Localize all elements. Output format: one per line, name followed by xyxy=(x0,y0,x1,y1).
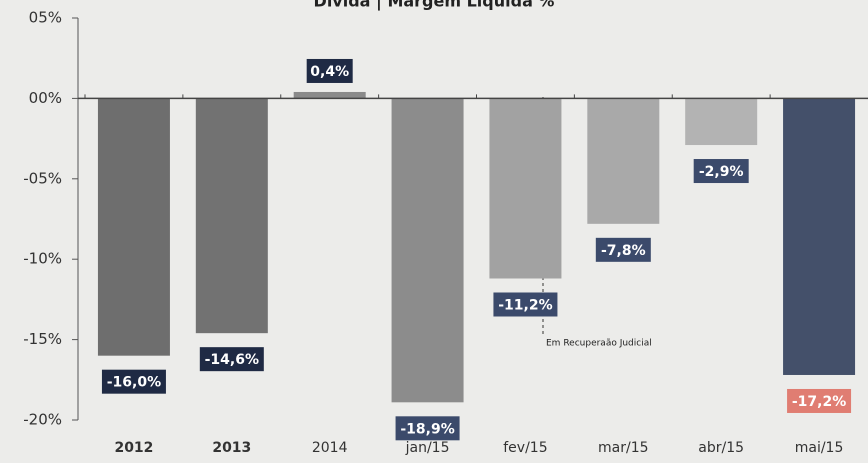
bar xyxy=(391,98,464,403)
y-tick-label: -10% xyxy=(23,250,62,268)
bar xyxy=(489,98,562,279)
data-label: 0,4% xyxy=(310,64,349,80)
data-label: -17,2% xyxy=(792,394,846,410)
data-label-box xyxy=(199,347,264,372)
data-label-box xyxy=(395,416,460,441)
bar xyxy=(293,91,366,99)
data-label-box xyxy=(306,58,353,83)
data-label: -7,8% xyxy=(601,243,646,259)
data-label: -18,9% xyxy=(400,421,454,437)
bar xyxy=(587,98,660,224)
y-tick-label: -20% xyxy=(23,411,62,429)
data-label: -16,0% xyxy=(107,375,161,391)
x-tick-label: 2013 xyxy=(212,440,251,456)
data-label: -14,6% xyxy=(205,352,259,368)
annotation: Em Recuperaão Judicial xyxy=(546,339,652,349)
data-label-box xyxy=(493,292,558,317)
x-tick-label: jan/15 xyxy=(405,440,450,456)
chart-title: Dívida | Margem Líquida % xyxy=(314,0,555,12)
bar xyxy=(685,98,758,146)
y-tick-label: 05% xyxy=(29,9,62,27)
y-tick-label: -05% xyxy=(23,169,62,187)
data-label: -2,9% xyxy=(699,164,744,180)
data-label-box xyxy=(693,159,749,184)
x-tick-label: mai/15 xyxy=(795,440,844,456)
data-label-box xyxy=(787,388,852,413)
y-tick-label: -15% xyxy=(23,330,62,348)
x-tick-label: 2014 xyxy=(312,440,348,456)
x-tick-label: fev/15 xyxy=(503,440,547,456)
bar xyxy=(195,98,268,334)
data-label-box xyxy=(595,237,651,262)
data-label-box xyxy=(101,369,166,394)
data-label: -11,2% xyxy=(498,297,552,313)
x-tick-label: abr/15 xyxy=(698,440,744,456)
y-tick-label: 00% xyxy=(29,89,62,107)
x-tick-label: 2012 xyxy=(114,440,153,456)
bar xyxy=(783,98,856,375)
x-tick-label: mar/15 xyxy=(598,440,649,456)
bar xyxy=(97,98,170,356)
